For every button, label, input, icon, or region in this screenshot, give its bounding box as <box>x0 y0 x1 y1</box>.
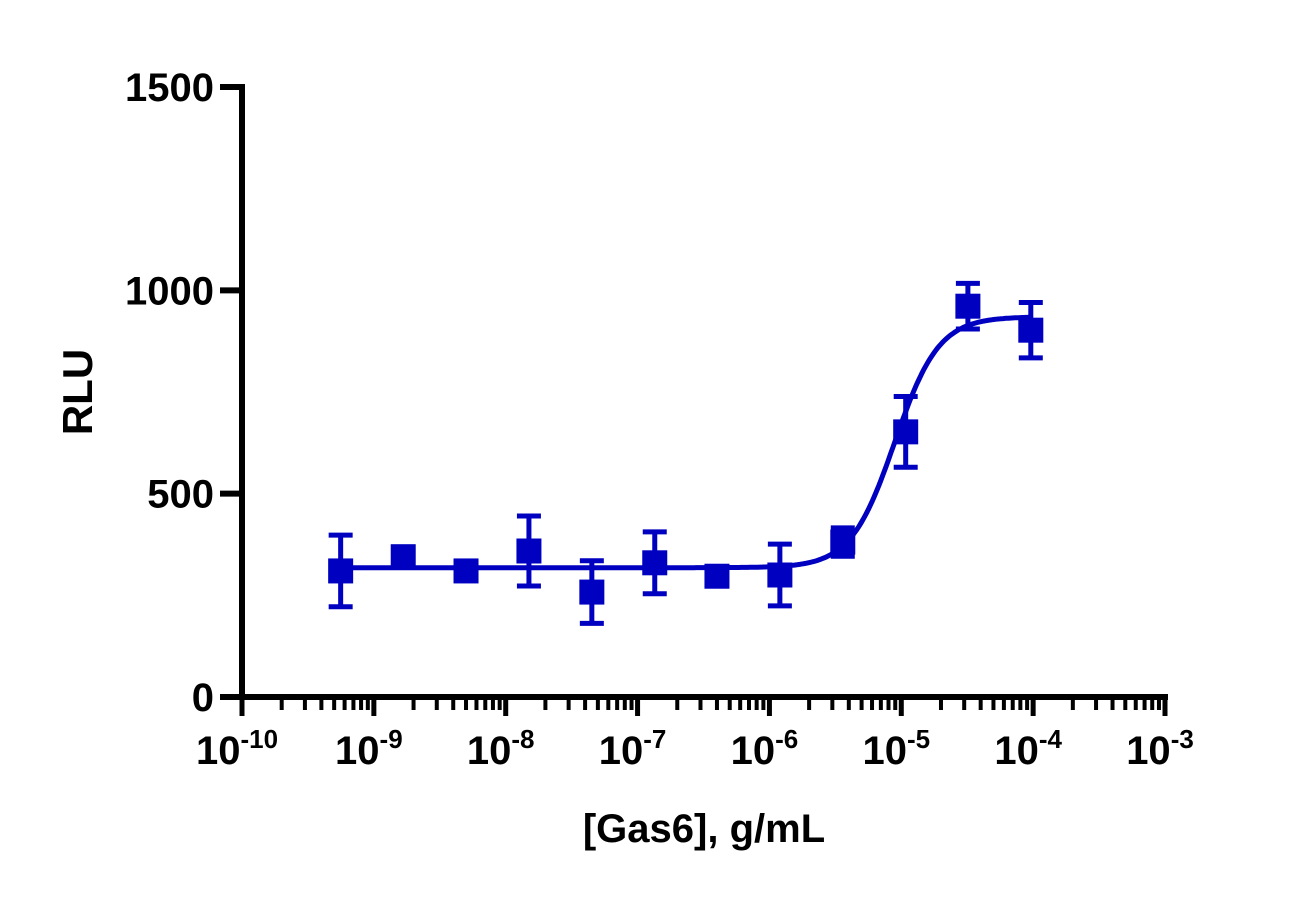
data-point <box>390 544 416 570</box>
x-tick-label: 10-3 <box>1126 724 1194 773</box>
data-point <box>642 550 668 576</box>
x-axis-label: [Gas6], g/mL <box>583 807 825 851</box>
data-point <box>955 293 981 319</box>
x-tick-label: 10-5 <box>862 724 930 773</box>
data-point <box>1018 317 1044 343</box>
x-tick-label: 10-7 <box>599 724 667 773</box>
data-point <box>453 558 479 584</box>
data-point <box>328 558 354 584</box>
y-axis-label: RLU <box>54 349 101 435</box>
x-tick-label: 10-10 <box>196 724 278 773</box>
y-tick-label: 1500 <box>125 66 214 110</box>
y-tick-label: 0 <box>192 676 214 720</box>
data-point <box>579 579 605 605</box>
y-tick-label: 500 <box>147 473 214 517</box>
x-tick-label: 10-4 <box>994 724 1062 773</box>
fit-curve <box>340 314 1031 571</box>
x-tick-label: 10-8 <box>467 724 535 773</box>
data-point <box>516 538 542 564</box>
x-tick-label: 10-9 <box>335 724 403 773</box>
data-point <box>893 419 919 445</box>
y-tick-label: 1000 <box>125 269 214 313</box>
x-tick-label: 10-6 <box>731 724 799 773</box>
data-point <box>767 562 793 588</box>
data-point <box>704 563 730 589</box>
data-point <box>830 529 856 555</box>
